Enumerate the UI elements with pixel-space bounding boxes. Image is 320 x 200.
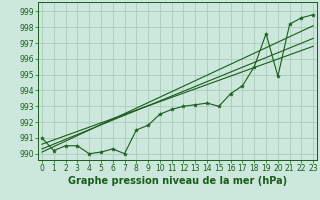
X-axis label: Graphe pression niveau de la mer (hPa): Graphe pression niveau de la mer (hPa) (68, 176, 287, 186)
